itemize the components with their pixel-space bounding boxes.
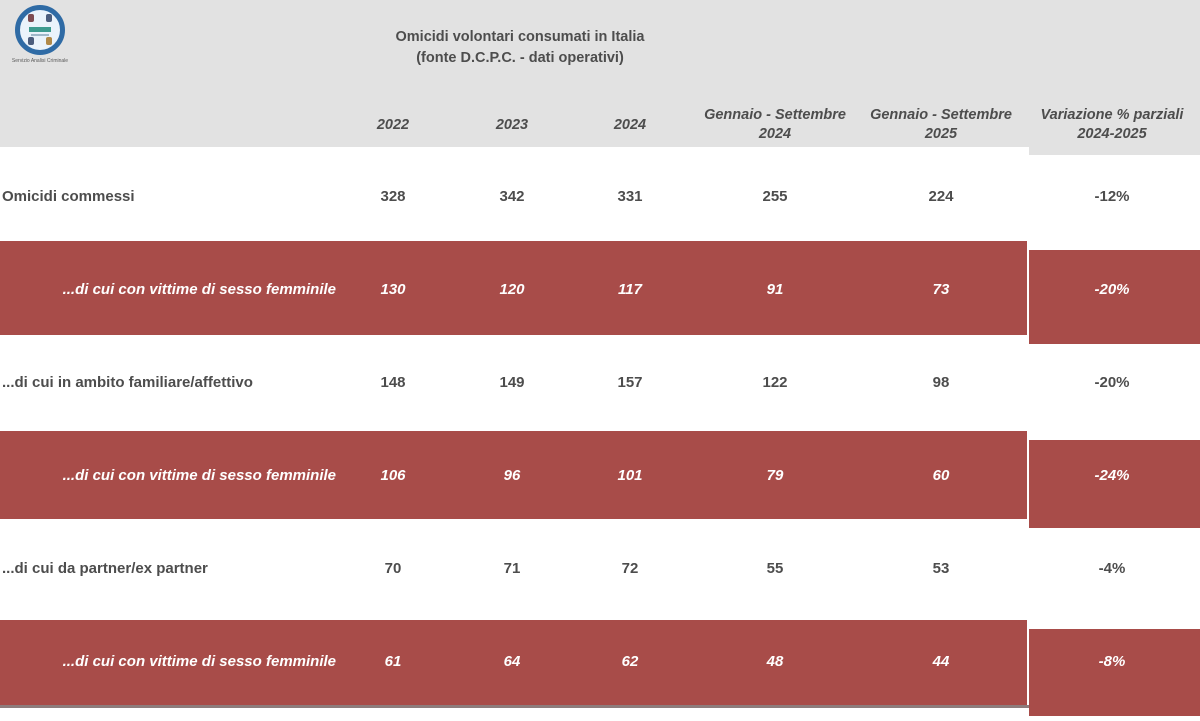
emblem-crest-icon [28, 37, 34, 45]
header-line: 2022 [376, 116, 410, 133]
value-cell: 62 [621, 653, 639, 670]
emblem-ring-icon [15, 5, 65, 55]
header-band-extension [1029, 147, 1200, 155]
column-header-gen-set-2025: Gennaio - Settembre 2025 [851, 103, 1031, 147]
table-bottom-edge [0, 705, 1029, 708]
value-cell: -4% [1098, 560, 1126, 577]
highlight-band-extension [1029, 629, 1200, 716]
value-cell: 60 [932, 467, 950, 484]
column-header-2023: 2023 [452, 103, 572, 147]
police-emblem-logo: Servizio Analisi Criminale [8, 5, 72, 64]
table-title: Omicidi volontari consumati in Italia (f… [280, 27, 760, 69]
value-cell: 342 [499, 188, 525, 205]
highlight-band [0, 431, 1027, 519]
emblem-crest-icon [46, 37, 52, 45]
row-label: ...di cui con vittime di sesso femminile [62, 653, 336, 670]
value-cell: 91 [766, 281, 784, 298]
value-cell: 101 [617, 467, 643, 484]
header-line: Gennaio - Settembre [870, 107, 1012, 123]
row-label: ...di cui da partner/ex partner [2, 560, 208, 577]
value-cell: 55 [766, 560, 784, 577]
value-cell: 255 [762, 188, 788, 205]
header-line: 2024 [613, 116, 647, 133]
value-cell: 122 [762, 374, 788, 391]
header-line: 2023 [495, 116, 529, 133]
emblem-crest-icon [46, 14, 52, 22]
row-label: ...di cui in ambito familiare/affettivo [2, 374, 253, 391]
value-cell: 120 [499, 281, 525, 298]
header-band [0, 0, 1200, 147]
value-cell: 71 [503, 560, 521, 577]
highlight-band [0, 241, 1027, 335]
value-cell: -12% [1094, 188, 1130, 205]
column-header-2024: 2024 [570, 103, 690, 147]
title-line2: (fonte D.C.P.C. - dati operativi) [416, 50, 624, 66]
value-cell: -24% [1094, 467, 1130, 484]
value-cell: 331 [617, 188, 643, 205]
emblem-crest-icon [28, 14, 34, 22]
value-cell: 149 [499, 374, 525, 391]
highlight-band-extension [1029, 250, 1200, 344]
value-cell: 73 [932, 281, 950, 298]
value-cell: 130 [380, 281, 406, 298]
title-line1: Omicidi volontari consumati in Italia [395, 29, 645, 45]
column-header-gen-set-2024: Gennaio - Settembre 2024 [685, 103, 865, 147]
row-label: ...di cui con vittime di sesso femminile [62, 467, 336, 484]
value-cell: 64 [503, 653, 521, 670]
value-cell: 72 [621, 560, 639, 577]
column-header-variazione: Variazione % parziali 2024-2025 [1022, 103, 1200, 147]
value-cell: 79 [766, 467, 784, 484]
logo-caption: Servizio Analisi Criminale [11, 58, 69, 64]
value-cell: 48 [766, 653, 784, 670]
value-cell: 224 [928, 188, 954, 205]
highlight-band-extension [1029, 440, 1200, 528]
value-cell: -8% [1098, 653, 1126, 670]
emblem-banner-icon [29, 27, 51, 32]
value-cell: 53 [932, 560, 950, 577]
value-cell: 106 [380, 467, 406, 484]
header-line: 2025 [924, 126, 958, 142]
emblem-underline-icon [31, 34, 49, 36]
row-label: ...di cui con vittime di sesso femminile [62, 281, 336, 298]
column-header-2022: 2022 [333, 103, 453, 147]
value-cell: 96 [503, 467, 521, 484]
header-line: 2024 [758, 126, 792, 142]
value-cell: 70 [384, 560, 402, 577]
value-cell: -20% [1094, 374, 1130, 391]
highlight-band [0, 620, 1027, 706]
value-cell: 44 [932, 653, 950, 670]
header-line: 2024-2025 [1077, 126, 1147, 142]
value-cell: 148 [380, 374, 406, 391]
row-label: Omicidi commessi [2, 188, 135, 205]
header-line: Gennaio - Settembre [704, 107, 846, 123]
value-cell: 328 [380, 188, 406, 205]
value-cell: -20% [1094, 281, 1130, 298]
value-cell: 117 [618, 281, 642, 298]
value-cell: 157 [617, 374, 643, 391]
header-line: Variazione % parziali [1040, 107, 1184, 123]
value-cell: 61 [384, 653, 402, 670]
value-cell: 98 [932, 374, 950, 391]
